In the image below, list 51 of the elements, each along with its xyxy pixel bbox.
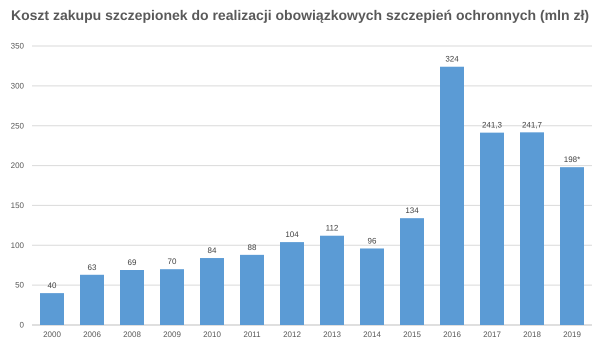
x-tick-label: 2017 [483, 330, 502, 339]
x-tick-label: 2009 [163, 330, 182, 339]
bar [280, 242, 304, 325]
y-tick-label: 50 [15, 280, 25, 290]
bar [400, 218, 424, 325]
data-label: 96 [368, 236, 377, 246]
y-tick-label: 0 [20, 320, 25, 330]
bar [360, 248, 384, 325]
bar [440, 66, 464, 325]
data-label: 88 [248, 242, 257, 252]
data-label: 134 [405, 206, 420, 216]
x-tick-label: 2008 [123, 330, 142, 339]
x-tick-label: 2014 [363, 330, 382, 339]
y-tick-label: 250 [10, 121, 25, 130]
x-tick-label: 2006 [83, 330, 102, 339]
data-label: 40 [48, 281, 57, 290]
x-tick-label: 2015 [403, 330, 422, 339]
x-tick-label: 2000 [43, 330, 62, 339]
bar [80, 274, 104, 325]
data-label: 324 [445, 54, 460, 64]
y-tick-label: 300 [10, 81, 25, 90]
y-tick-label: 150 [10, 200, 25, 210]
x-tick-label: 2012 [283, 330, 302, 339]
data-label: 63 [88, 262, 97, 272]
data-label: 198* [564, 155, 580, 164]
x-tick-label: 2019 [563, 330, 582, 339]
y-tick-label: 100 [10, 240, 25, 250]
bar [40, 293, 64, 325]
data-label: 241,3 [482, 120, 503, 130]
x-tick-label: 2018 [523, 330, 542, 339]
data-label: 84 [208, 246, 217, 256]
bar [560, 167, 584, 325]
data-label: 104 [285, 230, 300, 240]
data-label: 69 [128, 258, 137, 267]
data-label: 241,7 [522, 120, 543, 130]
data-label: 70 [168, 257, 177, 266]
y-tick-label: 350 [10, 42, 25, 51]
bar [480, 132, 504, 325]
bar [320, 236, 344, 325]
bar [240, 254, 264, 325]
bar [120, 270, 144, 325]
bar [200, 258, 224, 325]
x-tick-label: 2010 [203, 330, 222, 339]
bar [520, 132, 544, 325]
x-tick-label: 2016 [443, 330, 462, 339]
y-tick-label: 200 [10, 161, 25, 170]
chart-title: Koszt zakupu szczepionek do realizacji obowiązkowych szczepień ochronnych (mln zł) [10, 7, 590, 23]
bar [160, 269, 184, 325]
x-tick-label: 2013 [323, 330, 342, 339]
data-label: 112 [326, 224, 339, 233]
x-tick-label: 2011 [243, 330, 262, 339]
